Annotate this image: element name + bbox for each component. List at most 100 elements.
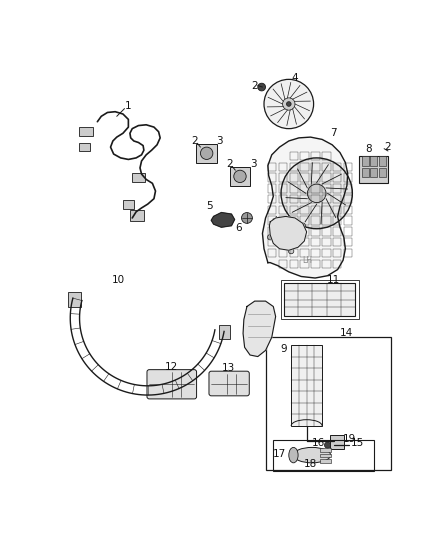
Bar xyxy=(290,206,298,214)
Text: 18: 18 xyxy=(304,459,317,470)
Bar xyxy=(362,168,369,177)
Text: 7: 7 xyxy=(330,128,337,138)
Bar xyxy=(322,216,331,225)
Bar xyxy=(196,144,218,163)
Bar xyxy=(279,195,287,203)
Text: 15: 15 xyxy=(350,438,364,448)
Bar xyxy=(290,173,298,182)
Text: 9: 9 xyxy=(280,344,287,354)
Bar xyxy=(290,227,298,236)
Bar xyxy=(290,195,298,203)
Bar xyxy=(311,163,320,171)
Text: 1: 1 xyxy=(125,101,132,111)
Bar xyxy=(311,152,320,160)
Ellipse shape xyxy=(268,235,273,240)
Bar xyxy=(290,249,298,257)
Text: 4: 4 xyxy=(292,73,298,83)
Bar xyxy=(344,195,352,203)
Bar xyxy=(322,184,331,192)
Bar xyxy=(311,260,320,268)
Ellipse shape xyxy=(283,98,295,110)
Text: 3: 3 xyxy=(250,159,257,169)
Bar xyxy=(333,206,342,214)
Text: 10: 10 xyxy=(112,274,125,285)
Bar xyxy=(300,163,309,171)
Bar xyxy=(344,163,352,171)
Bar xyxy=(290,163,298,171)
Bar xyxy=(279,216,287,225)
Bar xyxy=(311,184,320,192)
Bar xyxy=(322,260,331,268)
Text: 17: 17 xyxy=(273,449,286,459)
Bar xyxy=(344,216,352,225)
Bar xyxy=(290,152,298,160)
Text: 2: 2 xyxy=(385,142,391,152)
Text: 5: 5 xyxy=(206,201,213,212)
Bar xyxy=(333,238,342,246)
Polygon shape xyxy=(243,301,276,357)
Bar xyxy=(279,260,287,268)
Ellipse shape xyxy=(279,232,300,247)
Bar xyxy=(379,168,386,177)
Text: 6: 6 xyxy=(235,223,242,233)
Bar xyxy=(359,156,388,183)
Bar xyxy=(279,184,287,192)
Ellipse shape xyxy=(201,147,213,159)
Bar xyxy=(300,227,309,236)
Bar xyxy=(279,163,287,171)
FancyBboxPatch shape xyxy=(209,371,249,396)
Bar xyxy=(300,206,309,214)
Bar xyxy=(290,216,298,225)
Bar xyxy=(322,163,331,171)
Text: 12: 12 xyxy=(164,361,178,372)
Text: 2: 2 xyxy=(191,136,198,146)
Bar xyxy=(268,216,276,225)
FancyBboxPatch shape xyxy=(147,370,197,399)
Polygon shape xyxy=(262,137,348,278)
Ellipse shape xyxy=(234,170,246,182)
Bar xyxy=(300,152,309,160)
Bar xyxy=(344,238,352,246)
Ellipse shape xyxy=(241,213,252,223)
Bar xyxy=(330,435,344,449)
Bar xyxy=(230,167,250,185)
Bar xyxy=(322,173,331,182)
Bar xyxy=(333,249,342,257)
Ellipse shape xyxy=(258,83,265,91)
Bar xyxy=(123,200,134,209)
Bar xyxy=(268,227,276,236)
Bar xyxy=(268,184,276,192)
Ellipse shape xyxy=(300,223,305,228)
Bar xyxy=(322,249,331,257)
Bar xyxy=(290,238,298,246)
Bar xyxy=(268,173,276,182)
Bar xyxy=(130,210,144,221)
Bar xyxy=(68,292,81,308)
Bar xyxy=(333,184,342,192)
Text: 11: 11 xyxy=(327,274,340,285)
Ellipse shape xyxy=(289,447,298,463)
Bar xyxy=(279,249,287,257)
Bar xyxy=(362,156,369,166)
Bar xyxy=(300,249,309,257)
Bar xyxy=(344,184,352,192)
Bar xyxy=(333,260,342,268)
Bar xyxy=(300,173,309,182)
Bar xyxy=(268,249,276,257)
Bar xyxy=(322,227,331,236)
Bar xyxy=(333,163,342,171)
Bar xyxy=(333,216,342,225)
Bar xyxy=(320,454,331,457)
Text: 14: 14 xyxy=(339,328,353,338)
Bar xyxy=(79,143,90,151)
Bar xyxy=(279,238,287,246)
Bar xyxy=(290,260,298,268)
Bar xyxy=(268,206,276,214)
Bar xyxy=(311,206,320,214)
Ellipse shape xyxy=(288,248,294,254)
Bar xyxy=(333,173,342,182)
Bar xyxy=(311,227,320,236)
Bar xyxy=(279,206,287,214)
Bar xyxy=(311,216,320,225)
Text: LH: LH xyxy=(302,256,312,265)
